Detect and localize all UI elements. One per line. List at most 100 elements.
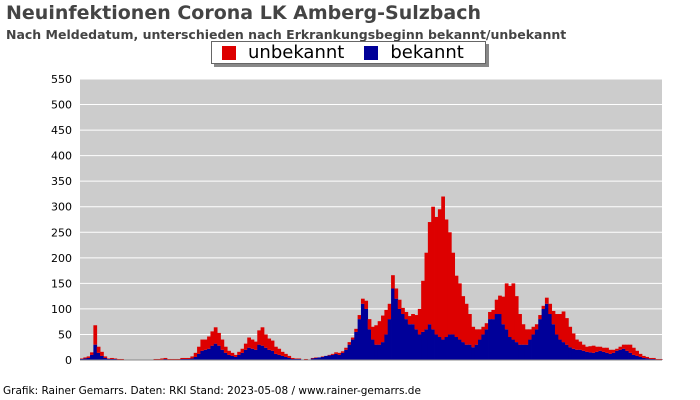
bar-bekannt [638,356,643,360]
bar-bekannt [648,358,653,360]
bar-bekannt [621,348,626,360]
bar-unbekannt [344,347,348,350]
bar-unbekannt [297,358,302,359]
bar-bekannt [290,358,295,360]
bar-bekannt [575,349,579,360]
bar-unbekannt [384,309,389,335]
bar-unbekannt [628,344,633,353]
bar-unbekannt [100,351,104,356]
bar-bekannt [571,348,576,360]
bar-bekannt [457,339,462,360]
bar-unbekannt [93,325,98,345]
bar-bekannt [591,352,596,360]
bar-unbekannt [471,326,476,348]
bar-unbekannt [337,352,342,355]
bar-unbekannt [494,299,499,315]
bar-bekannt [103,357,108,360]
bar-unbekannt [598,346,603,351]
bar-unbekannt [531,326,536,335]
bar-bekannt [434,334,439,360]
bar-bekannt [337,354,342,360]
bar-bekannt [585,351,589,360]
bar-unbekannt [106,358,111,359]
bar-unbekannt [347,342,352,345]
bar-unbekannt [578,341,583,350]
bar-bekannt [193,356,198,360]
bar-unbekannt [561,311,566,343]
bar-bekannt [494,314,499,360]
bar-bekannt [548,314,553,360]
bar-bekannt [197,353,201,360]
bar-unbekannt [601,347,606,352]
bar-bekannt [424,329,429,360]
bar-unbekannt [377,321,382,345]
bar-bekannt [598,350,603,360]
bar-unbekannt [404,311,409,320]
bar-unbekannt [447,232,452,335]
bar-unbekannt [364,300,369,309]
bar-unbekannt [621,344,626,349]
bar-unbekannt [314,357,318,358]
bar-bekannt [534,329,539,360]
bar-unbekannt [243,343,248,350]
bar-unbekannt [250,339,255,349]
bar-bekannt [90,354,94,360]
bar-unbekannt [203,339,208,350]
bar-unbekannt [277,348,282,355]
bar-unbekannt [498,295,502,315]
bar-unbekannt [431,206,435,330]
legend-swatch-unbekannt [222,45,236,60]
bar-bekannt [100,355,104,360]
bar-unbekannt [581,344,586,351]
bar-bekannt [294,358,298,360]
bar-bekannt [544,303,549,360]
bar-unbekannt [357,315,362,320]
bar-unbekannt [257,330,262,345]
plot-area [80,79,662,360]
bar-unbekannt [478,329,482,340]
bar-unbekannt [414,315,419,330]
bar-bekannt [608,353,613,360]
bar-unbekannt [217,332,221,346]
bar-unbekannt [197,346,201,354]
y-tick-label: 50 [58,328,72,341]
bar-bekannt [565,344,569,360]
bar-bekannt [357,319,362,360]
bar-bekannt [284,356,288,360]
bar-unbekannt [304,358,308,360]
y-tick-label: 100 [51,303,72,316]
bar-unbekannt [611,349,616,353]
bar-unbekannt [330,353,335,355]
bar-bekannt [397,308,402,360]
credit-line: Grafik: Rainer Gemarrs. Daten: RKI Stand… [3,385,421,397]
bar-bekannt [253,349,258,360]
bar-unbekannt [608,349,613,354]
bar-unbekannt [371,326,375,340]
bar-bekannt [628,352,633,360]
bar-bekannt [106,358,111,360]
bar-unbekannt [170,358,175,360]
bar-unbekannt [120,358,124,360]
bar-bekannt [431,329,435,360]
bar-bekannt [360,303,365,360]
bar-unbekannt [534,324,539,330]
bar-unbekannt [504,283,509,330]
legend-label-unbekannt: unbekannt [248,42,345,63]
bar-unbekannt [401,307,405,315]
bar-bekannt [113,358,118,360]
bar-unbekannt [223,346,228,353]
bar-bekannt [568,347,573,360]
bar-bekannt [260,345,265,360]
bar-unbekannt [354,328,359,332]
bar-unbekannt [237,351,241,355]
bar-unbekannt [270,340,275,351]
bar-unbekannt [327,354,332,356]
bar-bekannt [421,331,425,360]
bar-unbekannt [655,358,660,360]
bar-bekannt [270,350,275,360]
bar-bekannt [80,358,84,360]
bar-bekannt [347,344,352,360]
bar-unbekannt [193,352,198,357]
bar-bekannt [280,355,285,360]
bar-unbekannt [638,353,643,357]
